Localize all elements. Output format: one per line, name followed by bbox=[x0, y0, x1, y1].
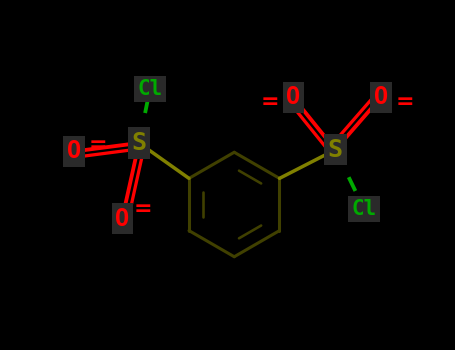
Text: O: O bbox=[286, 85, 300, 110]
Text: Cl: Cl bbox=[137, 79, 162, 99]
Text: =: = bbox=[88, 135, 107, 155]
Text: =: = bbox=[395, 92, 414, 112]
Text: S: S bbox=[328, 138, 343, 162]
Text: =: = bbox=[260, 92, 279, 112]
Text: Cl: Cl bbox=[351, 199, 377, 219]
Text: =: = bbox=[134, 199, 152, 219]
Text: O: O bbox=[115, 207, 129, 231]
Text: O: O bbox=[374, 85, 388, 110]
Text: O: O bbox=[67, 139, 81, 163]
Text: S: S bbox=[131, 131, 147, 155]
